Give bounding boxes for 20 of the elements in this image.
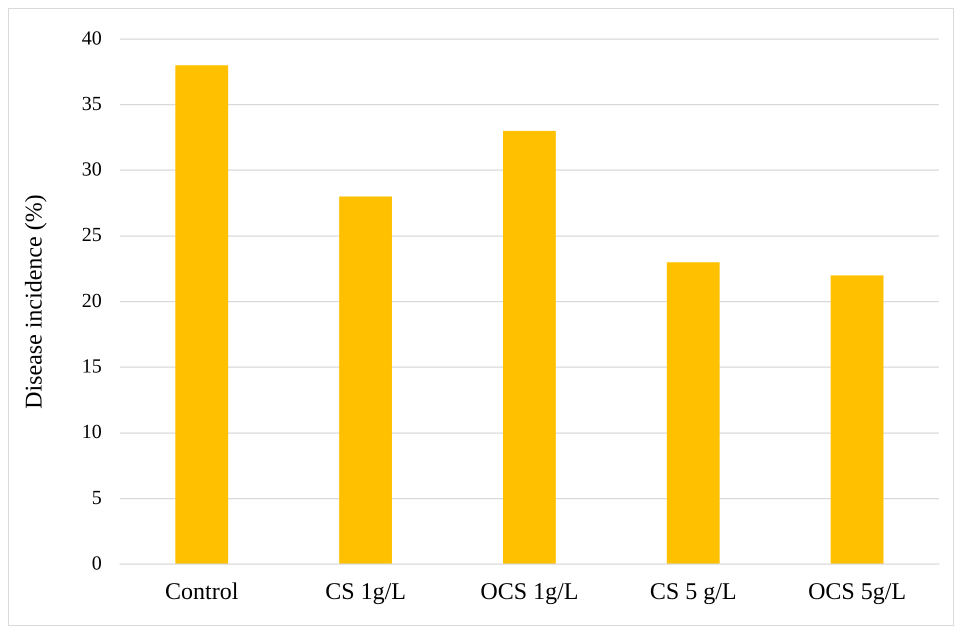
bar xyxy=(666,262,720,564)
x-tick-label: OCS 1g/L xyxy=(480,578,578,605)
bar xyxy=(502,130,556,564)
x-tick-label: CS 5 g/L xyxy=(650,578,737,605)
y-tick-label: 10 xyxy=(82,421,102,444)
x-tick-label: OCS 5g/L xyxy=(808,578,906,605)
y-tick-label: 15 xyxy=(82,356,102,378)
y-tick-label: 40 xyxy=(82,27,102,50)
x-tick-label: Control xyxy=(165,578,239,605)
y-tick-label: 30 xyxy=(82,158,102,181)
y-tick-label: 5 xyxy=(92,486,102,509)
y-tick-label: 20 xyxy=(82,290,102,312)
bar xyxy=(830,275,884,564)
bar xyxy=(339,196,392,564)
y-axis-title: Disease incidence (%) xyxy=(22,194,48,409)
x-tick-label: CS 1g/L xyxy=(325,578,406,605)
y-tick-label: 25 xyxy=(82,224,102,246)
y-tick-label: 0 xyxy=(92,552,102,574)
bar xyxy=(175,65,228,564)
y-tick-label: 35 xyxy=(82,92,102,115)
